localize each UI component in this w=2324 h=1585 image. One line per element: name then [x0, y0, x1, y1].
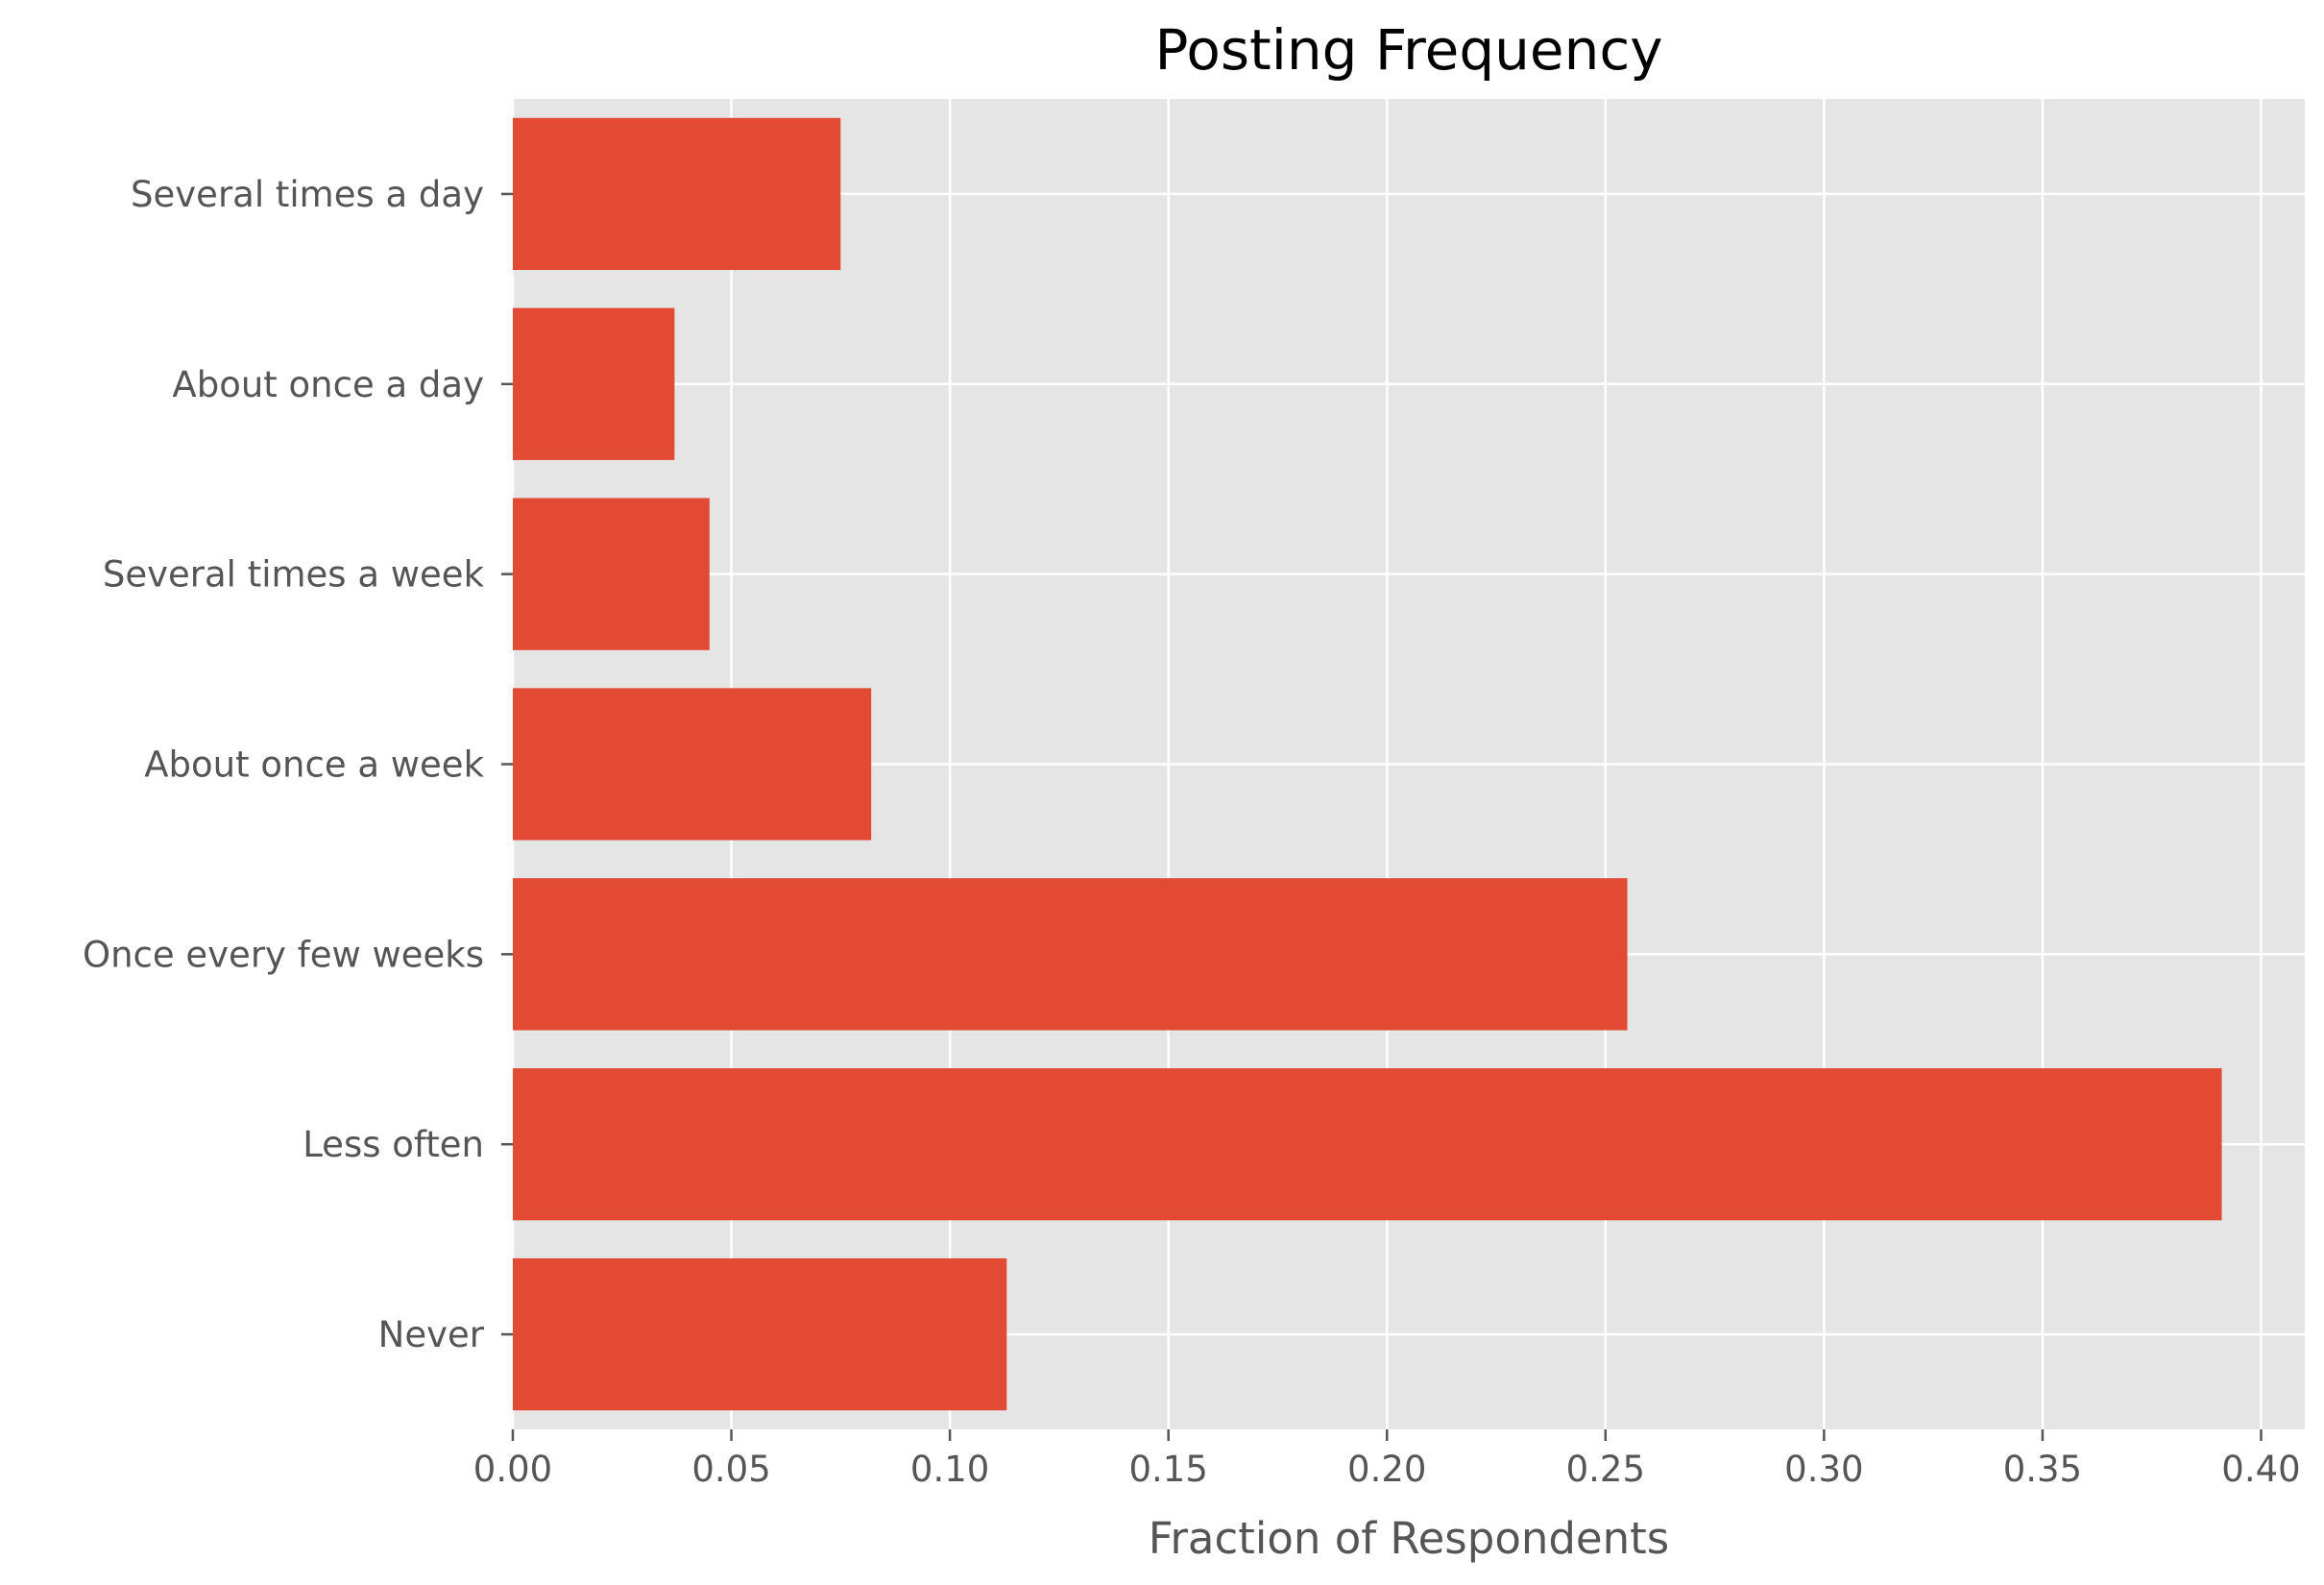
x-tick-label: 0.25	[1566, 1449, 1645, 1490]
chart-title: Posting Frequency	[1154, 17, 1662, 83]
bar-several-times-a-day	[513, 117, 841, 271]
y-tick-label: Never	[378, 1314, 485, 1355]
x-axis-ticks: 0.00 0.05 0.10 0.15 0.20 0.25 0.30 0.35 0.40	[473, 1429, 2301, 1490]
x-tick-label: 0.40	[2221, 1449, 2300, 1490]
x-tick-label: 0.10	[910, 1449, 989, 1490]
y-tick-label: About once a week	[144, 744, 484, 786]
bar-about-once-a-week	[513, 688, 872, 841]
x-tick-label: 0.15	[1128, 1449, 1207, 1490]
y-axis-ticks: Several times a day About once a day Sever…	[83, 174, 513, 1355]
x-axis-label: Fraction of Respondents	[1149, 1513, 1669, 1564]
x-tick-label: 0.00	[473, 1449, 552, 1490]
y-tick-label: Several times a day	[131, 174, 484, 215]
y-tick-label: Once every few weeks	[83, 934, 484, 975]
y-tick-label: Less often	[303, 1124, 484, 1165]
x-tick-label: 0.35	[2003, 1449, 2082, 1490]
bar-once-every-few-weeks	[513, 878, 1628, 1031]
bar-about-once-a-day	[513, 307, 675, 460]
bar-several-times-a-week	[513, 498, 710, 650]
y-tick-label: About once a day	[172, 364, 484, 405]
bar-never	[513, 1257, 1007, 1411]
x-tick-label: 0.30	[1784, 1449, 1863, 1490]
bar-less-often	[513, 1068, 2222, 1221]
x-tick-label: 0.20	[1347, 1449, 1426, 1490]
bars	[513, 117, 2222, 1411]
y-tick-label: Several times a week	[103, 554, 485, 596]
x-tick-label: 0.05	[691, 1449, 770, 1490]
